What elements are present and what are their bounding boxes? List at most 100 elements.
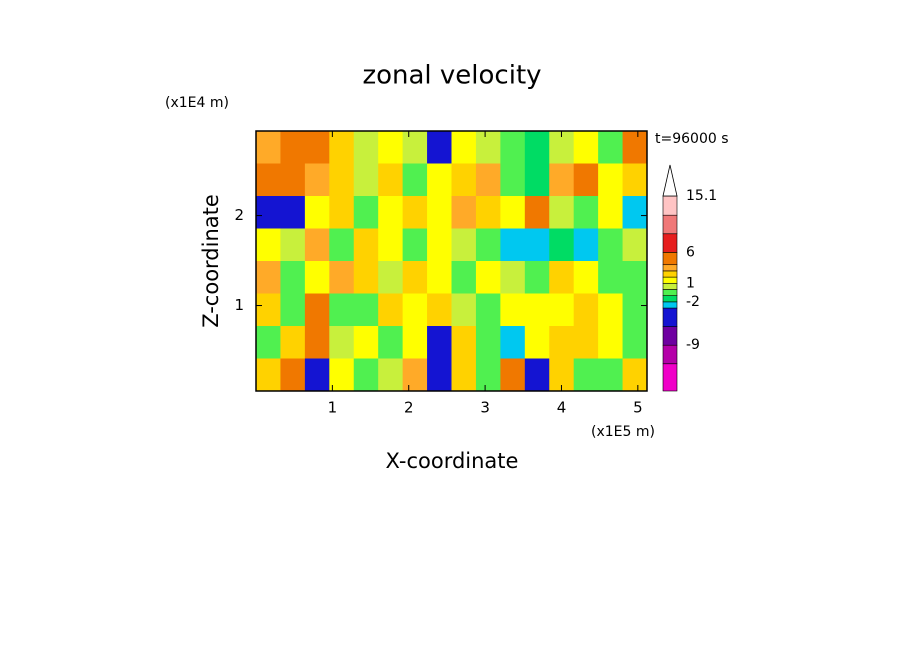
- contour-cell: [598, 196, 624, 229]
- contour-cell: [353, 261, 379, 294]
- contour-cell: [573, 196, 599, 229]
- contour-cell: [256, 163, 281, 197]
- contour-cell: [280, 228, 306, 262]
- contour-cell: [353, 163, 379, 197]
- contour-cell: [329, 196, 355, 229]
- x-axis-title: X-coordinate: [386, 449, 519, 473]
- contour-cell: [598, 326, 624, 359]
- contour-cell: [475, 228, 501, 262]
- contour-cell: [524, 228, 550, 262]
- contour-cell: [378, 196, 404, 229]
- contour-cell: [353, 358, 379, 392]
- contour-cell: [378, 261, 404, 294]
- contour-cell: [598, 293, 624, 327]
- colorbar-segment: [662, 301, 678, 309]
- contour-cell: [402, 131, 428, 164]
- contour-cell: [598, 163, 624, 197]
- contour-cell: [500, 131, 526, 164]
- colorbar-segment: [662, 295, 678, 303]
- contour-cell: [427, 196, 452, 229]
- contour-cell: [353, 293, 379, 327]
- contour-cell: [500, 163, 526, 197]
- colorbar-segment: [662, 195, 678, 216]
- chart-title: zonal velocity: [362, 61, 541, 91]
- contour-cell: [524, 293, 550, 327]
- x-tick-label: 1: [328, 399, 338, 417]
- contour-cell: [427, 293, 452, 327]
- colorbar-segment: [662, 252, 678, 266]
- contour-cell: [329, 131, 355, 164]
- contour-cell: [598, 228, 624, 262]
- contour-cell: [451, 293, 477, 327]
- contour-cell: [451, 326, 477, 359]
- contour-cell: [524, 163, 550, 197]
- contour-cell: [427, 163, 452, 197]
- contour-cell: [549, 326, 575, 359]
- contour-cell: [402, 358, 428, 392]
- contour-cell: [329, 261, 355, 294]
- contour-cell: [378, 358, 404, 392]
- contour-cell: [304, 326, 330, 359]
- plot-frame: [255, 130, 648, 392]
- contour-cell: [622, 228, 648, 262]
- contour-cell: [304, 358, 330, 392]
- contour-cell: [256, 261, 281, 294]
- x-tick-label: 2: [404, 399, 414, 417]
- contour-cell: [573, 358, 599, 392]
- contour-cell: [329, 326, 355, 359]
- contour-cell: [304, 131, 330, 164]
- contour-cell: [256, 131, 281, 164]
- y-tick-label: 1: [234, 296, 244, 314]
- colorbar-segment: [662, 289, 678, 296]
- x-tick-label: 4: [557, 399, 567, 417]
- annotation: t=96000 s: [655, 131, 729, 147]
- contour-cell: [549, 261, 575, 294]
- contour-cell: [280, 293, 306, 327]
- contour-cell: [280, 196, 306, 229]
- contour-cell: [500, 326, 526, 359]
- contour-cell: [378, 293, 404, 327]
- contour-cell: [451, 228, 477, 262]
- contour-cell: [524, 196, 550, 229]
- contour-cell: [524, 358, 550, 392]
- contour-cell: [329, 163, 355, 197]
- colorbar-extension: [662, 164, 678, 197]
- contour-cell: [500, 358, 526, 392]
- contour-cell: [378, 131, 404, 164]
- contour-cell: [329, 358, 355, 392]
- contour-cell: [451, 163, 477, 197]
- colorbar-segment: [662, 363, 678, 392]
- contour-cell: [475, 326, 501, 359]
- colorbar-tick-label: 15.1: [686, 188, 717, 204]
- contour-cell: [402, 261, 428, 294]
- contour-cell: [573, 293, 599, 327]
- contour-cell: [353, 131, 379, 164]
- contour-cell: [353, 326, 379, 359]
- contour-cell: [549, 196, 575, 229]
- contour-cell: [524, 261, 550, 294]
- contour-cell: [427, 358, 452, 392]
- contour-cell: [549, 228, 575, 262]
- contour-cell: [256, 358, 281, 392]
- colorbar-segment: [662, 307, 678, 327]
- contour-cell: [475, 358, 501, 392]
- contour-cell: [304, 228, 330, 262]
- contour-cell: [622, 131, 648, 164]
- contour-cell: [427, 228, 452, 262]
- contour-cell: [573, 131, 599, 164]
- contour-cell: [304, 293, 330, 327]
- contour-cell: [500, 228, 526, 262]
- contour-cell: [573, 228, 599, 262]
- contour-cell: [524, 326, 550, 359]
- contour-cell: [524, 131, 550, 164]
- contour-cell: [622, 358, 648, 392]
- contour-cell: [280, 131, 306, 164]
- colorbar-tick-label: 1: [686, 275, 695, 291]
- contour-cell: [402, 293, 428, 327]
- contour-cell: [427, 326, 452, 359]
- colorbar-tick-label: -9: [686, 337, 700, 353]
- contour-cell: [378, 228, 404, 262]
- contour-cell: [256, 228, 281, 262]
